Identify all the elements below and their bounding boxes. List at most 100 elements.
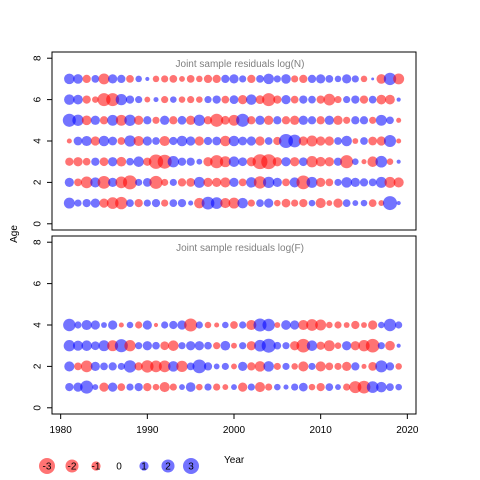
y-tick-label: 2 bbox=[33, 179, 44, 185]
log-f-bubble-age3-2018 bbox=[385, 340, 395, 351]
log-n-bubble-age4-1989 bbox=[133, 135, 144, 147]
panel-log-f-y-axis: 0 2 4 6 8 bbox=[33, 239, 52, 411]
log-n-bubble-age7-2000 bbox=[229, 74, 239, 84]
y-tick-label: 0 bbox=[33, 221, 44, 227]
log-n-bubble-age1-2010 bbox=[315, 198, 326, 209]
log-n-bubble-age5-1982 bbox=[72, 114, 84, 126]
log-n-bubble-age5-1995 bbox=[186, 115, 196, 125]
log-f-bubble-age3-2011 bbox=[323, 340, 335, 352]
log-n-bubble-age4-2010 bbox=[316, 136, 326, 146]
log-f-bubble-age3-1994 bbox=[178, 342, 186, 350]
log-n-bubble-age5-2002 bbox=[247, 116, 256, 125]
log-n-bubble-age4-2014 bbox=[352, 138, 359, 144]
log-f-bubble-age4-1990 bbox=[142, 320, 152, 330]
log-f-bubble-age1-1997 bbox=[204, 383, 212, 391]
legend-label: -1 bbox=[92, 462, 101, 473]
log-n-bubble-age1-2000 bbox=[228, 197, 240, 209]
log-f-bubble-age1-2010 bbox=[316, 382, 325, 392]
log-n-bubble-age2-1988 bbox=[123, 175, 137, 190]
log-n-bubble-age3-2017 bbox=[375, 155, 388, 168]
log-n-bubble-age6-2005 bbox=[273, 95, 282, 104]
log-n-bubble-age1-2008 bbox=[299, 198, 308, 208]
log-n-bubble-age5-1993 bbox=[169, 116, 178, 125]
log-n-bubble-age7-2004 bbox=[263, 73, 274, 85]
log-n-bubble-age1-1987 bbox=[115, 196, 128, 210]
log-n-bubble-age7-1982 bbox=[73, 74, 83, 84]
log-f-bubble-age4-2010 bbox=[315, 319, 327, 331]
log-n-bubble-age4-2018 bbox=[383, 134, 397, 148]
log-f-bubble-age3-1999 bbox=[220, 340, 231, 351]
log-n-bubble-age3-2008 bbox=[298, 157, 308, 167]
log-n-bubble-age6-1986 bbox=[106, 93, 120, 107]
log-f-bubble-age4-1989 bbox=[135, 321, 143, 329]
log-f-bubble-age3-2002 bbox=[246, 341, 256, 351]
log-n-bubble-age4-2002 bbox=[246, 136, 256, 146]
legend-label: 2 bbox=[165, 462, 171, 473]
log-n-bubble-age6-2018 bbox=[385, 94, 395, 105]
log-f-bubble-age2-1998 bbox=[213, 363, 220, 370]
log-n-bubble-age6-1995 bbox=[187, 96, 195, 104]
log-n-bubble-age6-1989 bbox=[135, 96, 143, 104]
log-f-bubble-age3-1995 bbox=[186, 341, 196, 351]
log-n-bubble-age2-1994 bbox=[177, 178, 187, 187]
log-n-bubble-age3-2001 bbox=[238, 157, 248, 167]
log-f-bubble-age1-2004 bbox=[265, 383, 273, 391]
log-f-bubble-age2-1989 bbox=[134, 362, 143, 371]
log-n-bubble-age3-2016 bbox=[367, 156, 378, 167]
log-n-bubble-age4-2000 bbox=[228, 135, 240, 147]
log-n-bubble-age7-1990 bbox=[145, 76, 150, 81]
log-n-bubble-age6-2011 bbox=[323, 93, 336, 106]
log-f-bubble-age4-1995 bbox=[184, 318, 198, 332]
log-n-bubble-age5-1999 bbox=[220, 115, 230, 125]
log-n-bubble-age1-1984 bbox=[90, 198, 100, 208]
log-n-bubble-age6-1992 bbox=[161, 96, 169, 104]
log-n-bubble-age5-2011 bbox=[324, 115, 334, 125]
log-f-bubble-age1-1982 bbox=[73, 382, 83, 392]
log-f-bubble-age1-1994 bbox=[179, 384, 185, 391]
bubble-size-legend: -3 -2 -1 0 1 2 3 bbox=[39, 458, 199, 474]
log-f-bubble-age3-1990 bbox=[142, 341, 152, 351]
legend-bubble--3 bbox=[39, 458, 55, 474]
log-n-bubble-age4-1998 bbox=[212, 136, 222, 146]
log-n-bubble-age1-2017 bbox=[378, 200, 385, 207]
log-n-bubble-age6-2004 bbox=[262, 93, 276, 107]
log-n-bubble-age6-2009 bbox=[308, 95, 316, 104]
log-n-bubble-age6-2008 bbox=[299, 95, 308, 104]
log-n-bubble-age2-2016 bbox=[368, 178, 377, 187]
log-f-bubble-age1-2000 bbox=[231, 384, 237, 391]
log-f-bubble-age2-2011 bbox=[325, 362, 334, 371]
log-f-bubble-age3-2000 bbox=[231, 342, 237, 349]
log-n-bubble-age6-1996 bbox=[196, 96, 203, 103]
log-f-bubble-age3-2014 bbox=[350, 341, 360, 351]
log-n-bubble-age7-2006 bbox=[281, 74, 291, 84]
x-axis-label: Year bbox=[224, 455, 245, 466]
log-f-bubble-age2-1981 bbox=[64, 361, 75, 372]
y-tick-label: 8 bbox=[33, 239, 44, 245]
log-n-bubble-age3-2007 bbox=[290, 157, 300, 167]
log-n-bubble-age3-1988 bbox=[126, 157, 134, 166]
log-n-bubble-age6-2012 bbox=[334, 96, 342, 104]
log-f-bubble-age1-1998 bbox=[213, 383, 221, 391]
log-n-bubble-age3-1984 bbox=[91, 157, 100, 166]
log-n-bubble-age3-2014 bbox=[352, 158, 359, 165]
log-f-bubble-age4-1997 bbox=[204, 321, 212, 329]
log-f-bubble-age1-1984 bbox=[92, 384, 99, 391]
log-n-bubble-age3-2010 bbox=[315, 156, 326, 167]
log-n-bubble-age5-2006 bbox=[281, 116, 291, 125]
log-f-bubble-age2-2018 bbox=[385, 362, 395, 371]
log-n-bubble-age5-2019 bbox=[396, 117, 402, 123]
log-n-bubble-age7-2019 bbox=[393, 73, 405, 85]
log-f-bubble-age2-1988 bbox=[123, 360, 137, 373]
log-f-bubble-age1-1988 bbox=[126, 383, 134, 391]
log-n-bubble-age7-2011 bbox=[325, 75, 334, 83]
log-n-bubble-age5-2017 bbox=[375, 114, 387, 126]
x-tick-label: 1990 bbox=[136, 425, 159, 436]
log-n-bubble-age5-2010 bbox=[316, 116, 325, 125]
log-n-bubble-age4-1987 bbox=[117, 137, 126, 145]
log-f-bubble-age1-1981 bbox=[65, 382, 74, 392]
log-n-bubble-age1-2015 bbox=[360, 199, 368, 207]
log-n-bubble-age4-1991 bbox=[152, 137, 160, 145]
log-f-bubble-age1-2006 bbox=[283, 384, 289, 390]
log-n-bubble-age5-2001 bbox=[236, 113, 250, 127]
log-f-bubble-age1-2016 bbox=[366, 381, 379, 393]
